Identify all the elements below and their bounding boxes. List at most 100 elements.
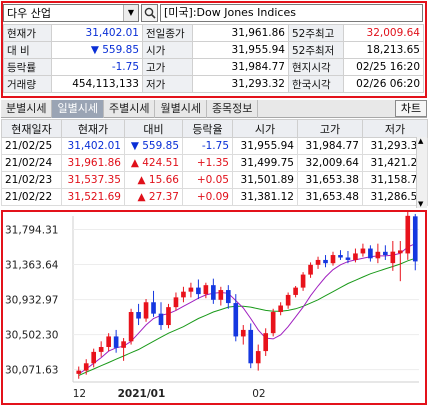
candle-body [166, 307, 171, 326]
candle-body [91, 351, 97, 364]
x-tick-label: 12 [73, 388, 86, 400]
candle-body [143, 302, 149, 319]
candle-body [330, 255, 336, 264]
candle-body [121, 341, 126, 348]
candle-body [203, 285, 209, 295]
tab-2[interactable]: 주별시세 [104, 100, 156, 118]
quote-row: 등락률 -1.75 고가 31,984.77 현지시각 02/25 16:20 [3, 58, 424, 76]
quote-panel-highlight [1, 1, 427, 98]
cell-rate: -1.75 [182, 137, 233, 155]
cell-date: 21/02/23 [1, 171, 62, 189]
candle-body [353, 253, 358, 260]
chevron-down-icon[interactable]: ▼ [123, 4, 138, 21]
tab-1[interactable]: 일별시세 [52, 100, 104, 118]
cell-date: 21/02/25 [1, 137, 62, 155]
quote-label: 대 비 [3, 41, 52, 59]
quote-label: 고가 [142, 58, 193, 76]
candle-body [390, 251, 396, 264]
cell-change: ▼ 559.85 [124, 137, 183, 155]
candle-body [211, 285, 216, 300]
tab-3[interactable]: 월별시세 [155, 100, 207, 118]
quote-value: -1.75 [51, 58, 143, 76]
candle-body [375, 251, 381, 259]
candle-body [383, 251, 388, 256]
candle-body [360, 248, 366, 254]
candle-body [293, 287, 298, 295]
tab-spacer [258, 100, 395, 117]
y-tick-label: 30,502.30 [5, 330, 58, 342]
candle-body [323, 259, 328, 264]
quote-row: 대 비 ▼ 559.85 시가 31,955.94 52주최저 18,213.65 [3, 41, 424, 59]
candle-body [233, 303, 239, 337]
scroll-down-icon[interactable]: ▼ [418, 200, 424, 208]
search-icon [144, 7, 156, 19]
table-row[interactable]: 21/02/25 31,402.01 ▼ 559.85 -1.75 31,955.94 3… [1, 137, 428, 155]
candle-body [173, 297, 179, 308]
chart-button[interactable]: 차트 [395, 100, 427, 117]
table-row[interactable]: 21/02/22 31,521.69 ▲ 27.37 +0.09 31,381.12 31… [1, 188, 428, 206]
moving-average-slow-line [78, 257, 416, 376]
candle-body [315, 259, 321, 265]
quote-value: 02/25 16:20 [343, 58, 424, 76]
candlestick-chart[interactable]: 31,794.31 31,363.64 30,932.97 30,502.30 30,0… [3, 212, 425, 403]
quote-label: 52주최저 [288, 41, 344, 59]
daily-table-scrollbar[interactable]: ▲ ▼ [416, 137, 427, 208]
tab-4[interactable]: 종목정보 [207, 100, 259, 118]
candle-body [405, 215, 411, 254]
quote-value: 454,113,133 [51, 75, 143, 93]
cell-rate: +1.35 [182, 154, 233, 172]
cell-close: 31,402.01 [61, 137, 125, 155]
quote-value: 31,955.94 [192, 41, 289, 59]
scroll-up-icon[interactable]: ▲ [418, 137, 424, 145]
column-header[interactable]: 대비 [124, 119, 183, 138]
cell-date: 21/02/24 [1, 154, 62, 172]
cell-high: 31,653.48 [297, 188, 363, 206]
quote-value: 31,293.32 [192, 75, 289, 93]
candle-body [338, 255, 343, 258]
cell-low: 31,421.29 [362, 154, 428, 172]
quote-label: 52주최고 [288, 24, 344, 42]
candle-body [106, 336, 111, 348]
column-header[interactable]: 저가 [362, 119, 428, 138]
candle-body [248, 329, 254, 364]
candle-body [196, 287, 201, 295]
cell-change: ▲ 424.51 [124, 154, 183, 172]
table-row[interactable]: 21/02/24 31,961.86 ▲ 424.51 +1.35 31,499.75 3… [1, 154, 428, 172]
candle-body [136, 312, 141, 319]
candle-body [188, 287, 194, 292]
quote-value: 31,961.86 [192, 24, 289, 42]
cell-open: 31,381.12 [232, 188, 298, 206]
cell-close: 31,537.35 [61, 171, 125, 189]
candle-body [368, 248, 373, 259]
index-name-field: [미국]:Dow Jones Indices [160, 3, 423, 22]
cell-open: 31,499.75 [232, 154, 298, 172]
quote-label: 저가 [142, 75, 193, 93]
cell-open: 31,501.89 [232, 171, 298, 189]
candle-body [345, 257, 351, 260]
y-tick-label: 31,363.64 [5, 260, 59, 272]
cell-high: 32,009.64 [297, 154, 363, 172]
column-header[interactable]: 현재일자 [1, 119, 62, 138]
column-header[interactable]: 등락율 [182, 119, 233, 138]
quote-row: 현재가 31,402.01 전일종가 31,961.86 52주최고 32,009.64 [3, 24, 424, 42]
quote-label: 현지시각 [288, 58, 344, 76]
quote-label: 전일종가 [142, 24, 193, 42]
cell-rate: +0.09 [182, 188, 233, 206]
market-select[interactable]: 다우 산업 ▼ [3, 3, 139, 22]
cell-date: 21/02/22 [1, 188, 62, 206]
quote-value: 18,213.65 [343, 41, 424, 59]
quote-label: 현재가 [3, 24, 52, 42]
candle-body [300, 274, 306, 288]
candle-body [158, 313, 164, 326]
column-header[interactable]: 고가 [297, 119, 363, 138]
table-row[interactable]: 21/02/23 31,537.35 ▲ 15.66 +0.05 31,501.89 31… [1, 171, 428, 189]
tab-0[interactable]: 분별시세 [1, 100, 53, 118]
cell-open: 31,955.94 [232, 137, 298, 155]
column-header[interactable]: 현재가 [61, 119, 125, 138]
candle-body [412, 216, 418, 262]
candle-body [285, 294, 291, 306]
candle-body [181, 291, 186, 298]
search-button[interactable] [141, 3, 158, 22]
cell-rate: +0.05 [182, 171, 233, 189]
column-header[interactable]: 시가 [232, 119, 298, 138]
